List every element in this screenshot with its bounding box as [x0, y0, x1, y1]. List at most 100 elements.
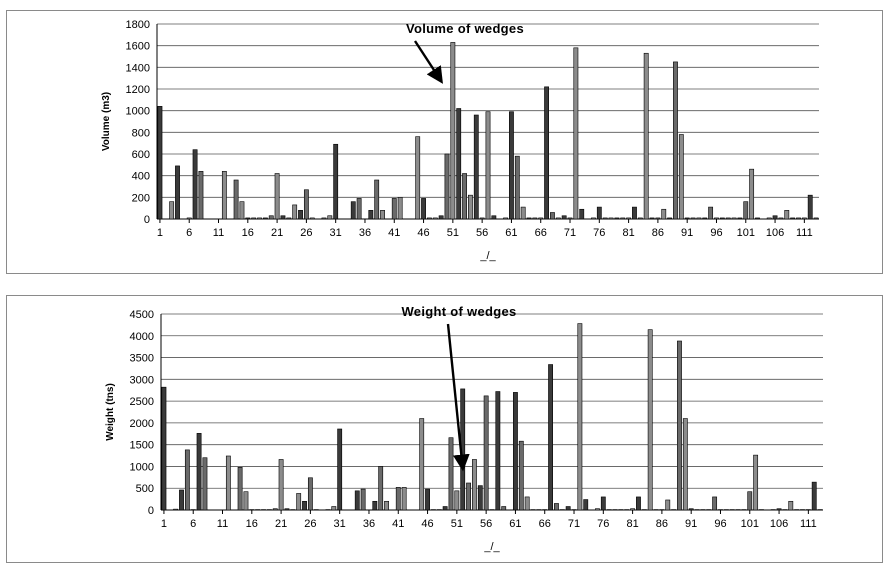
bar [175, 165, 180, 220]
bar [661, 208, 667, 220]
x-tick-label: 76 [597, 518, 609, 530]
y-tick-label: 4000 [130, 331, 154, 343]
bar [608, 217, 614, 220]
x-tick-label: 16 [242, 227, 254, 239]
bar [415, 136, 421, 220]
bar [327, 215, 333, 220]
bar [678, 134, 684, 220]
x-tick-label: 11 [213, 227, 224, 239]
x-tick-label: 81 [622, 227, 634, 239]
bar [684, 217, 690, 220]
x-tick-label: 26 [300, 227, 312, 239]
bar [477, 485, 483, 511]
x-tick-label: 86 [656, 518, 668, 530]
x-tick-label: 96 [710, 227, 722, 239]
bar [290, 509, 296, 511]
bar [421, 198, 426, 220]
bar [602, 217, 608, 220]
bar [690, 217, 696, 220]
bar [278, 459, 284, 511]
bar [741, 509, 747, 511]
bar [784, 210, 790, 220]
x-tick-label: 111 [796, 227, 813, 239]
bar [307, 477, 313, 511]
x-tick-label: 11 [217, 518, 228, 530]
bar [565, 506, 571, 511]
bar [425, 488, 430, 511]
bar [513, 392, 518, 511]
x-tick-label: 46 [421, 518, 433, 530]
x-axis-title: _/_ [483, 541, 500, 553]
bar [491, 215, 497, 220]
x-tick-label: 66 [535, 227, 547, 239]
bar [239, 201, 245, 220]
bar [630, 508, 636, 511]
bar [169, 201, 175, 220]
volume-chart-panel: 0 200 400 600 800 1000 1200 1400 1600 1800 1 6 11 16 2… [6, 10, 883, 274]
bar [641, 509, 647, 511]
bar [813, 217, 819, 220]
bar [442, 506, 448, 511]
bar [577, 323, 583, 511]
bar [483, 395, 489, 511]
bar [753, 454, 759, 511]
bar [454, 490, 460, 511]
bar [184, 449, 190, 511]
x-tick-label: 81 [626, 518, 638, 530]
bar [431, 509, 436, 511]
bar [530, 509, 536, 511]
bar [380, 210, 385, 220]
bar [807, 194, 813, 220]
bar [696, 217, 702, 220]
x-tick-label: 16 [246, 518, 258, 530]
bar [583, 499, 589, 511]
y-tick-label: 2000 [130, 418, 154, 430]
y-tick-label: 200 [132, 192, 150, 204]
annotation-label: Volume of wedges [406, 21, 524, 36]
bar [261, 509, 266, 511]
bar [397, 197, 403, 220]
bar [438, 215, 444, 220]
bar [325, 509, 331, 511]
y-tick-label: 1000 [130, 461, 154, 473]
bar [606, 509, 612, 511]
x-tick-label: 76 [593, 227, 605, 239]
bars [157, 42, 819, 220]
bar [624, 509, 630, 511]
bar [700, 509, 706, 511]
bar [637, 217, 643, 220]
bar [817, 509, 823, 511]
y-tick-label: 3500 [130, 353, 154, 365]
y-tick-label: 600 [132, 149, 150, 161]
bar [479, 217, 485, 220]
bar [778, 217, 784, 220]
bar [372, 500, 378, 511]
x-tick-label: 91 [681, 227, 693, 239]
bar [237, 467, 243, 511]
bar [202, 457, 208, 511]
bar [419, 418, 425, 511]
bar [800, 509, 805, 511]
x-tick-label: 111 [800, 518, 817, 530]
bar [333, 143, 339, 220]
x-tick-label: 26 [304, 518, 316, 530]
bar [520, 206, 526, 220]
bar [524, 496, 530, 511]
y-tick-label: 500 [136, 483, 154, 495]
x-tick-label: 6 [186, 227, 192, 239]
annotation-arrow [446, 323, 470, 472]
bar [518, 440, 524, 511]
bar [788, 500, 794, 511]
x-axis-title: _/_ [479, 250, 496, 262]
bar [456, 108, 462, 220]
bar [682, 418, 688, 511]
x-tick-label: 41 [388, 227, 400, 239]
bar [794, 509, 800, 511]
bar [790, 217, 796, 220]
bar [550, 212, 555, 220]
bar [266, 509, 272, 511]
bar [196, 433, 202, 511]
bar [591, 217, 596, 220]
bar [632, 206, 637, 220]
annotation-label: Weight of wedges [401, 304, 516, 319]
